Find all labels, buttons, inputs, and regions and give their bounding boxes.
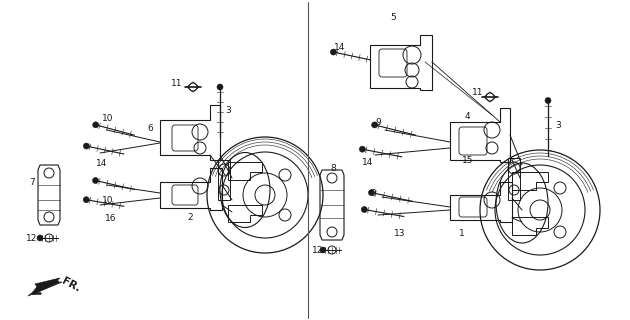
Circle shape xyxy=(217,84,223,90)
Text: 1: 1 xyxy=(459,228,465,237)
Circle shape xyxy=(93,122,99,128)
Circle shape xyxy=(83,143,89,149)
Text: 11: 11 xyxy=(472,87,484,97)
Text: 13: 13 xyxy=(394,228,406,237)
Text: 6: 6 xyxy=(147,124,153,132)
Circle shape xyxy=(93,178,98,183)
Text: 14: 14 xyxy=(335,43,346,52)
Text: 4: 4 xyxy=(464,111,470,121)
Text: 5: 5 xyxy=(390,12,396,21)
Circle shape xyxy=(545,98,551,103)
Circle shape xyxy=(83,197,89,203)
Circle shape xyxy=(37,235,43,241)
Circle shape xyxy=(359,146,365,152)
Text: FR.: FR. xyxy=(60,276,82,294)
Circle shape xyxy=(361,206,367,212)
Text: 10: 10 xyxy=(102,114,114,123)
Text: 10: 10 xyxy=(102,196,114,204)
Circle shape xyxy=(369,190,374,196)
Text: 9: 9 xyxy=(375,117,381,126)
Text: 2: 2 xyxy=(187,212,193,221)
Text: 7: 7 xyxy=(29,178,35,187)
Text: 16: 16 xyxy=(105,213,117,222)
Text: 3: 3 xyxy=(555,121,561,130)
Circle shape xyxy=(320,247,326,253)
Text: 11: 11 xyxy=(171,78,183,87)
Text: 8: 8 xyxy=(330,164,336,172)
Text: 15: 15 xyxy=(462,156,474,164)
Circle shape xyxy=(330,49,336,55)
Circle shape xyxy=(372,122,377,128)
Text: 14: 14 xyxy=(96,158,108,167)
Text: 12: 12 xyxy=(26,234,38,243)
Text: 14: 14 xyxy=(362,157,374,166)
Text: 12: 12 xyxy=(312,245,324,254)
Text: 3: 3 xyxy=(225,106,231,115)
Polygon shape xyxy=(28,278,62,296)
Text: 9: 9 xyxy=(370,188,376,197)
